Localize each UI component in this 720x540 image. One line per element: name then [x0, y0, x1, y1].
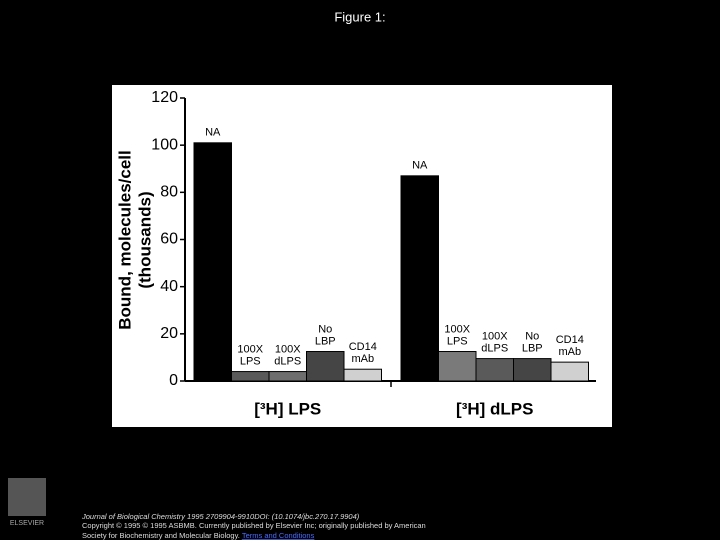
- chart: 0 20 40 60 80 100 120 Bound, molecules/cell (tho…: [115, 89, 596, 418]
- bar-label: CD14: [556, 334, 584, 346]
- bar-label: LBP: [315, 335, 336, 347]
- bar-label: LPS: [240, 355, 261, 367]
- bar-label: mAb: [351, 353, 374, 365]
- bar-label: LBP: [522, 343, 543, 355]
- bar: [193, 142, 232, 382]
- bar: [400, 175, 439, 382]
- bar-label: NA: [412, 160, 428, 172]
- group-label: [³H] dLPS: [456, 399, 533, 418]
- y-tick-label: 80: [160, 184, 178, 201]
- citation: Journal of Biological Chemistry 1995 270…: [81, 512, 360, 521]
- bar-label: No: [525, 331, 539, 343]
- bar-label: dLPS: [274, 355, 301, 367]
- y-tick-label: 120: [151, 89, 178, 106]
- bar-label: 100X: [482, 331, 508, 343]
- y-axis-label: (thousands): [135, 191, 154, 288]
- y-tick-label: 40: [160, 278, 178, 295]
- slide-title: Figure 1:: [334, 9, 385, 24]
- bar: [438, 351, 477, 382]
- bar: [475, 358, 514, 382]
- bar: [231, 371, 270, 382]
- y-tick-label: 20: [160, 325, 178, 342]
- y-axis-label: Bound, molecules/cell: [115, 150, 134, 330]
- bar: [343, 368, 382, 382]
- bar-label: 100X: [444, 323, 470, 335]
- bar: [513, 358, 552, 382]
- group-label: [³H] LPS: [254, 399, 321, 418]
- bar: [306, 351, 345, 382]
- terms-link[interactable]: Terms and Conditions: [242, 531, 315, 540]
- bar-label: dLPS: [481, 343, 508, 355]
- y-tick-label: 60: [160, 231, 178, 248]
- copyright-text: Society for Biochemistry and Molecular B…: [82, 531, 240, 540]
- bar-label: CD14: [349, 341, 377, 353]
- logo-text: ELSEVIER: [10, 520, 44, 527]
- copyright: Copyright © 1995 © 1995 ASBMB. Currently…: [82, 521, 426, 530]
- y-tick-label: 100: [151, 136, 178, 153]
- y-tick-label: 0: [169, 372, 178, 389]
- bar-label: NA: [205, 127, 221, 139]
- bar-label: 100X: [237, 343, 263, 355]
- bar-label: 100X: [275, 343, 301, 355]
- bar: [268, 371, 307, 382]
- bar-label: LPS: [447, 335, 468, 347]
- bar-label: mAb: [558, 346, 581, 358]
- logo-tree: [8, 478, 46, 516]
- bar-label: No: [318, 323, 332, 335]
- bar: [550, 361, 589, 382]
- copyright-cont: Society for Biochemistry and Molecular B…: [82, 531, 315, 540]
